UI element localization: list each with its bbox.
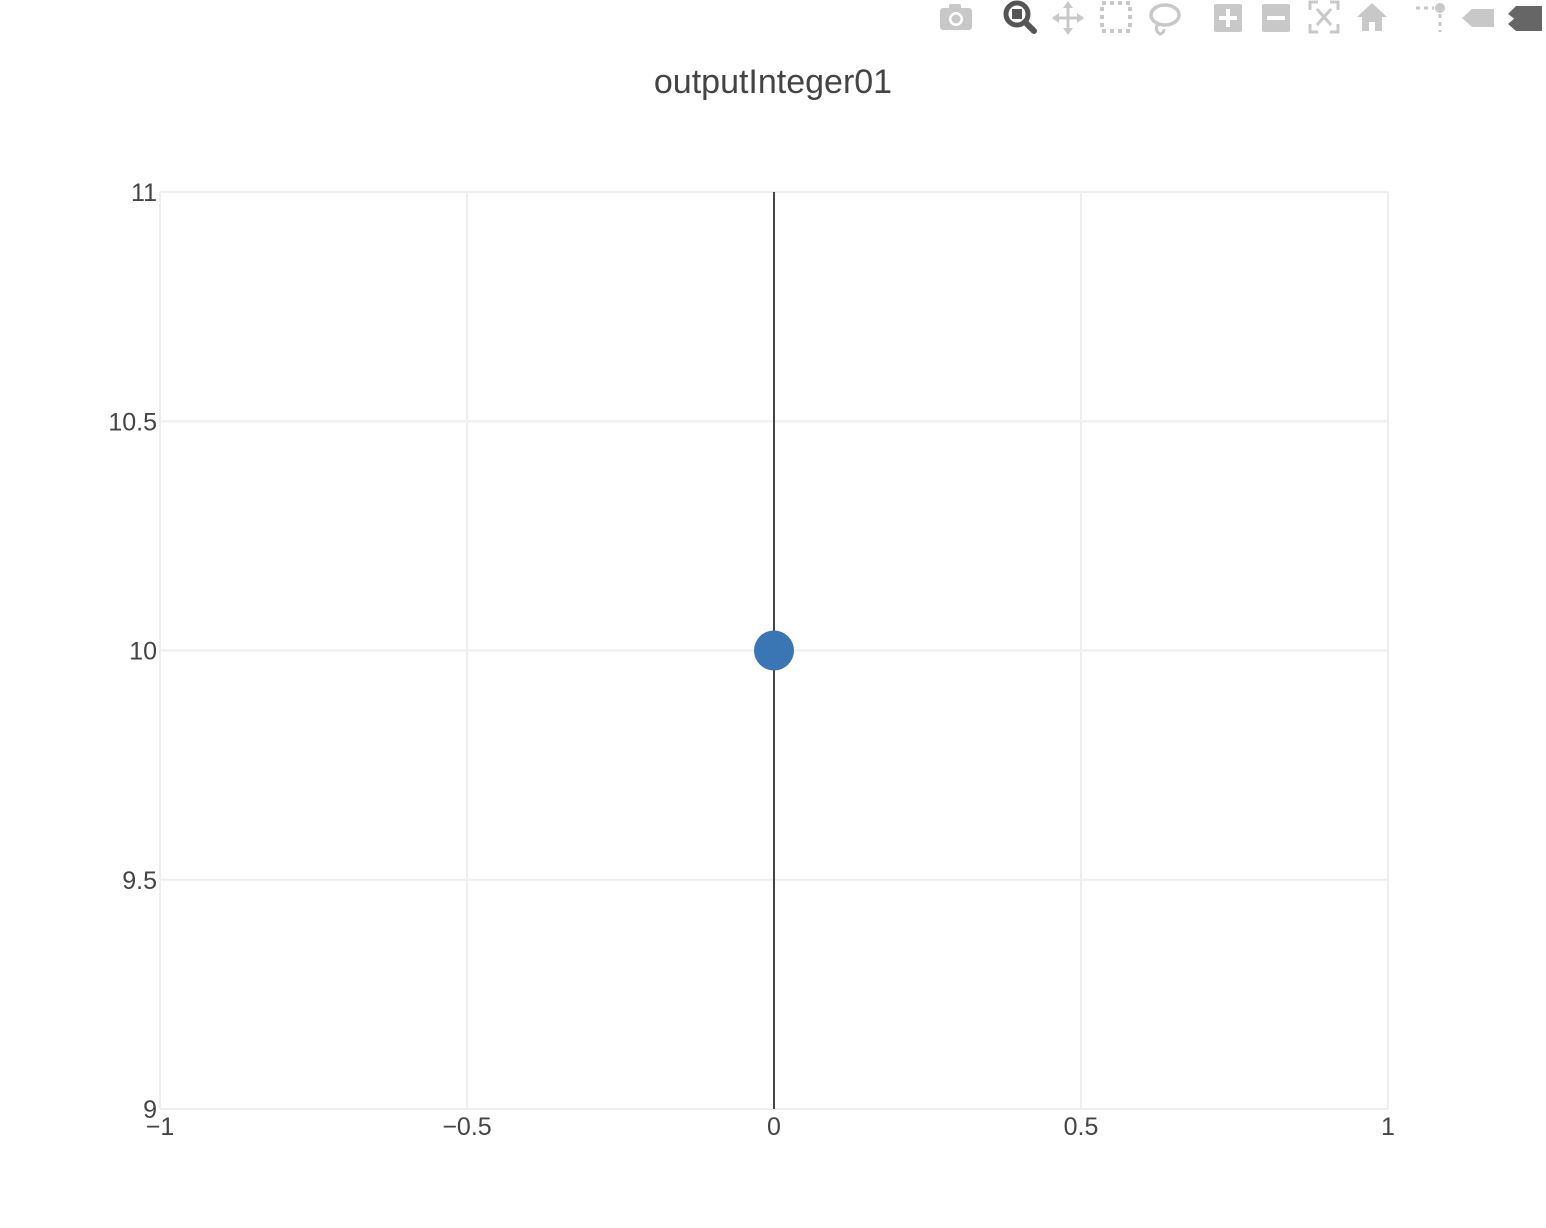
spike-lines-icon[interactable] bbox=[1416, 3, 1445, 32]
hover-closest-icon[interactable] bbox=[1462, 9, 1494, 27]
x-tick-label: −1 bbox=[146, 1113, 175, 1141]
y-tick-label: 9.5 bbox=[122, 867, 157, 895]
y-tick-label: 9 bbox=[143, 1096, 157, 1124]
data-points bbox=[754, 630, 794, 671]
box-select-icon[interactable] bbox=[1100, 1, 1132, 33]
x-tick-label: 0 bbox=[767, 1113, 781, 1141]
data-point[interactable] bbox=[754, 630, 794, 671]
y-tick-label: 10 bbox=[129, 638, 157, 666]
zoom-in-icon[interactable] bbox=[1214, 4, 1242, 32]
reset-axes-icon[interactable] bbox=[1357, 3, 1387, 31]
y-tick-label: 10.5 bbox=[108, 408, 157, 436]
y-axis-ticks: 9 9.5 10 10.5 11 bbox=[108, 179, 157, 1124]
zoom-out-icon[interactable] bbox=[1262, 4, 1290, 32]
zoom-icon[interactable] bbox=[1003, 0, 1037, 34]
pan-icon[interactable] bbox=[1052, 1, 1084, 35]
x-tick-label: 1 bbox=[1381, 1113, 1395, 1141]
x-axis-ticks: −1 −0.5 0 0.5 1 bbox=[146, 1113, 1395, 1141]
x-tick-label: −0.5 bbox=[442, 1113, 491, 1141]
camera-icon[interactable] bbox=[940, 4, 972, 30]
y-tick-label: 11 bbox=[131, 179, 157, 207]
modebar bbox=[906, 0, 1546, 38]
lasso-select-icon[interactable] bbox=[1149, 3, 1181, 36]
hover-compare-icon[interactable] bbox=[1508, 6, 1542, 31]
chart-title: outputInteger01 bbox=[654, 63, 892, 101]
x-tick-label: 0.5 bbox=[1064, 1113, 1099, 1141]
autoscale-icon[interactable] bbox=[1308, 0, 1340, 34]
